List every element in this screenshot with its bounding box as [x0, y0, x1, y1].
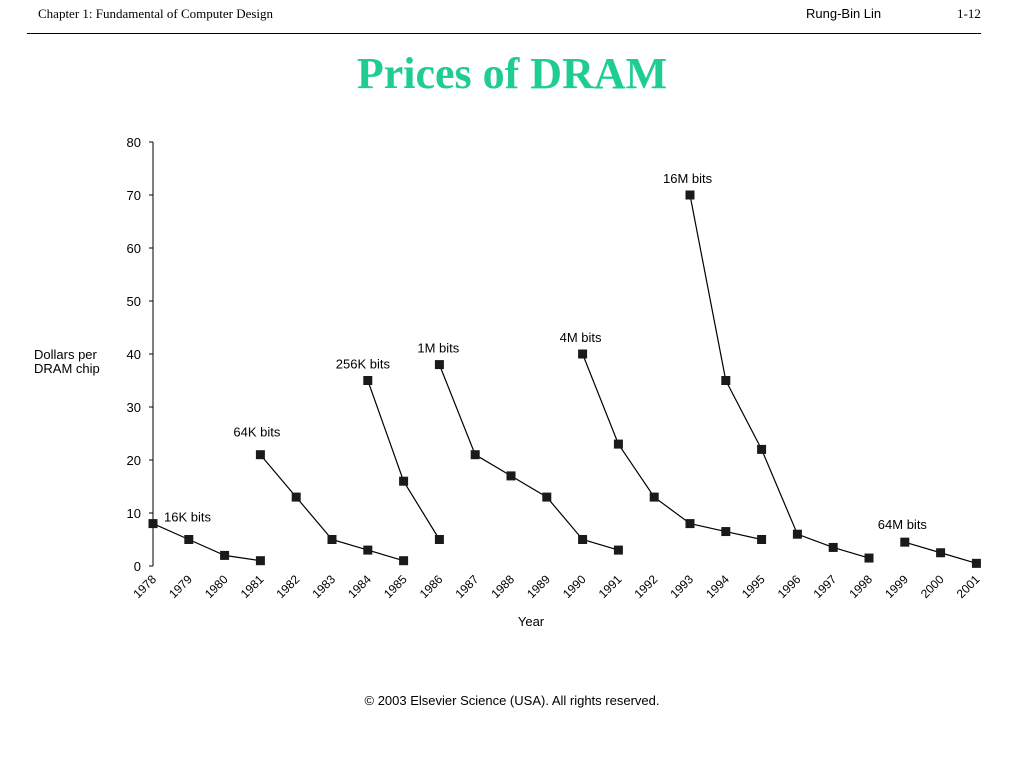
y-tick-label: 70	[127, 188, 141, 203]
data-point-marker	[757, 535, 767, 544]
chapter-header: Chapter 1: Fundamental of Computer Desig…	[38, 6, 274, 21]
x-tick-label: 1996	[775, 572, 804, 601]
y-tick-label: 80	[127, 135, 141, 150]
y-axis-label-line: Dollars per	[34, 347, 97, 362]
x-axis-title: Year	[518, 614, 545, 629]
data-point-marker	[685, 519, 695, 529]
x-tick-label: 1990	[560, 572, 589, 601]
data-point-marker	[721, 376, 731, 385]
series-line	[367, 380, 440, 540]
data-point-marker	[255, 556, 265, 566]
data-point-marker	[470, 450, 480, 460]
y-axis-label: Dollars per DRAM chip	[34, 348, 100, 376]
x-tick-label: 1983	[309, 572, 338, 601]
y-tick-label: 30	[127, 400, 141, 415]
y-tick-label: 20	[127, 453, 141, 468]
series-line	[152, 523, 261, 562]
x-tick-label: 1978	[130, 572, 159, 601]
x-tick-label: 1988	[488, 572, 517, 601]
data-point-marker	[971, 558, 981, 568]
y-tick-label: 50	[127, 294, 141, 309]
x-tick-label: 1994	[703, 572, 732, 601]
series-label: 16K bits	[164, 510, 211, 525]
data-point-marker	[864, 553, 874, 563]
series-line	[582, 353, 762, 541]
data-point-marker	[685, 190, 695, 200]
data-point-marker	[434, 360, 444, 370]
data-point-marker	[542, 492, 552, 502]
x-tick-label: 1984	[345, 572, 374, 601]
y-tick-label: 60	[127, 241, 141, 256]
data-point-marker	[399, 556, 409, 566]
series-label: 64M bits	[878, 517, 928, 532]
x-tick-label: 1985	[381, 572, 410, 601]
x-tick-label: 2001	[954, 572, 983, 601]
x-tick-label: 1991	[596, 572, 625, 601]
data-point-marker	[148, 519, 158, 529]
series-label: 16M bits	[663, 171, 713, 186]
data-point-marker	[900, 537, 910, 547]
series-line	[689, 194, 870, 559]
data-point-marker	[828, 542, 838, 552]
x-tick-label: 1992	[632, 572, 661, 601]
x-tick-label: 1997	[811, 572, 840, 601]
x-tick-label: 1999	[882, 572, 911, 601]
y-tick-label: 0	[134, 559, 141, 574]
slide-title: Prices of DRAM	[356, 49, 668, 98]
data-point-marker	[255, 450, 265, 460]
data-point-marker	[399, 476, 409, 486]
y-axis-label-line: DRAM chip	[34, 361, 100, 376]
x-tick-label: 1980	[202, 572, 231, 601]
data-point-marker	[184, 535, 194, 544]
x-tick-label: 1989	[524, 572, 553, 601]
series-line	[259, 454, 404, 562]
data-point-marker	[291, 492, 301, 502]
series-label: 4M bits	[560, 330, 602, 345]
data-point-marker	[613, 439, 623, 449]
y-tick-label: 40	[127, 347, 141, 362]
data-point-marker	[434, 535, 444, 544]
data-point-marker	[792, 529, 802, 539]
data-point-marker	[220, 550, 230, 560]
x-tick-label: 1981	[238, 572, 267, 601]
header-divider	[27, 33, 981, 34]
x-tick-label: 1995	[739, 572, 768, 601]
data-point-marker	[363, 376, 373, 385]
data-point-marker	[578, 349, 588, 359]
data-point-marker	[327, 535, 337, 544]
x-tick-label: 1982	[274, 572, 303, 601]
data-point-marker	[721, 527, 731, 537]
author-name: Rung-Bin Lin	[806, 6, 882, 21]
x-tick-label: 1979	[166, 572, 195, 601]
series-line	[438, 364, 619, 551]
x-tick-label: 2000	[918, 572, 947, 601]
series-label: 1M bits	[417, 341, 459, 356]
series-label: 256K bits	[336, 357, 391, 372]
x-tick-label: 1998	[846, 572, 875, 601]
series-label: 64K bits	[233, 425, 280, 440]
data-point-marker	[757, 444, 767, 454]
data-point-marker	[506, 471, 516, 481]
x-tick-label: 1993	[667, 572, 696, 601]
data-point-marker	[363, 545, 373, 555]
y-tick-label: 10	[127, 506, 141, 521]
data-point-marker	[578, 535, 588, 544]
copyright-notice: © 2003 Elsevier Science (USA). All right…	[364, 693, 660, 708]
x-tick-label: 1986	[417, 572, 446, 601]
data-point-marker	[936, 548, 946, 558]
data-point-marker	[649, 492, 659, 502]
page-number: 1-12	[957, 6, 981, 21]
data-point-marker	[613, 545, 623, 555]
x-tick-label: 1987	[453, 572, 482, 601]
